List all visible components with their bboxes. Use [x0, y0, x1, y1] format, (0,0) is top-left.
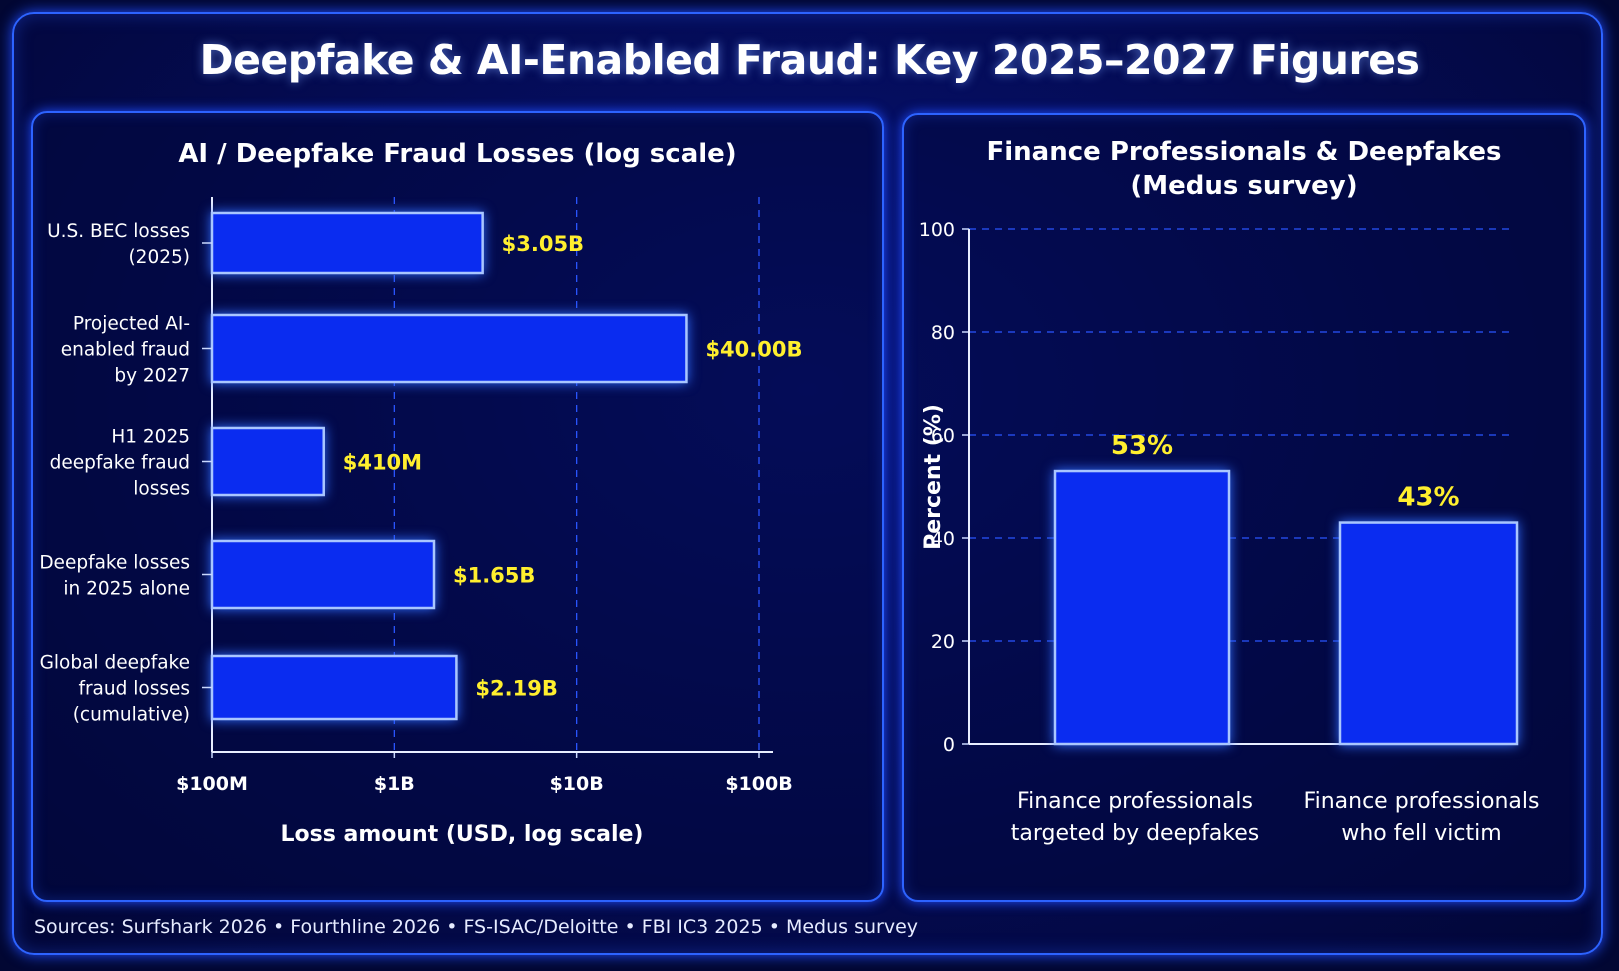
loss-bar — [210, 211, 484, 275]
loss-chart-title: AI / Deepfake Fraud Losses (log scale) — [178, 139, 737, 169]
survey-chart-title: Finance Professionals & Deepfakes (Medus… — [904, 135, 1584, 203]
category-label-line: H1 2025 — [111, 427, 190, 448]
category-label: Projected AI-enabled fraud by 2027 — [61, 314, 190, 387]
x-tick-label: $1B — [374, 773, 415, 795]
survey-chart-subtitle: (Medus survey) — [1130, 171, 1358, 201]
category-label-line: Projected AI- — [73, 314, 190, 335]
x-tick-label: $100M — [176, 773, 248, 795]
sources-footnote: Sources: Surfshark 2026 • Fourthline 202… — [34, 916, 919, 938]
loss-bar — [210, 426, 325, 497]
category-label-line: fraud losses — [78, 679, 190, 700]
page-title: Deepfake & AI-Enabled Fraud: Key 2025–20… — [199, 36, 1420, 84]
bar-value-label: $1.65B — [453, 564, 535, 588]
loss-bar — [210, 654, 458, 721]
category-label: Finance professionals who fell victim — [1304, 789, 1540, 846]
category-label-line: in 2025 alone — [63, 579, 190, 600]
category-label-line: (2025) — [128, 247, 190, 268]
category-label: Finance professionals targeted by deepfak… — [1011, 789, 1260, 846]
category-label-line: U.S. BEC losses — [47, 221, 190, 242]
y-tick-label: 100 — [919, 219, 955, 241]
bar-value-label: $40.00B — [705, 338, 802, 362]
bar-value-label: 53% — [1111, 431, 1173, 461]
x-axis-title: Loss amount (USD, log scale) — [281, 822, 644, 847]
category-label-line: enabled fraud — [61, 340, 190, 361]
y-tick-label: 0 — [943, 734, 955, 756]
category-label-line: targeted by deepfakes — [1011, 821, 1260, 846]
category-label: H1 2025 deepfake fraud losses — [50, 427, 190, 500]
x-tick-label: $10B — [550, 773, 604, 795]
y-axis-title: Percent (%) — [921, 404, 946, 550]
category-label-line: losses — [133, 479, 190, 500]
bar-value-label: $2.19B — [475, 677, 557, 701]
y-tick-label: 40 — [931, 528, 955, 550]
x-tick-label: $100B — [725, 773, 792, 795]
category-label-line: who fell victim — [1341, 821, 1501, 846]
category-label-line: Finance professionals — [1017, 789, 1253, 814]
survey-chart-panel: Finance Professionals & Deepfakes (Medus… — [902, 113, 1586, 902]
bar-value-label: 43% — [1397, 483, 1459, 513]
survey-bar — [1338, 521, 1519, 746]
category-label-line: Global deepfake — [40, 653, 190, 674]
bar-value-label: $410M — [343, 451, 422, 475]
survey-bar — [1053, 469, 1231, 746]
survey-chart-title-line: Finance Professionals & Deepfakes — [986, 137, 1502, 167]
y-tick-label: 80 — [931, 322, 955, 344]
category-label-line: by 2027 — [114, 366, 190, 387]
bar-value-label: $3.05B — [502, 232, 584, 256]
category-label-line: Finance professionals — [1304, 789, 1540, 814]
y-tick-label: 20 — [931, 631, 955, 653]
category-label: U.S. BEC losses (2025) — [47, 221, 190, 268]
category-label-line: deepfake fraud — [50, 453, 190, 474]
category-label: Deepfake losses in 2025 alone — [39, 553, 190, 600]
category-label-line: Deepfake losses — [39, 553, 190, 574]
y-tick-label: 60 — [931, 425, 955, 447]
category-label: Global deepfake fraud losses (cumulative) — [40, 653, 190, 726]
category-label-line: (cumulative) — [73, 705, 190, 726]
